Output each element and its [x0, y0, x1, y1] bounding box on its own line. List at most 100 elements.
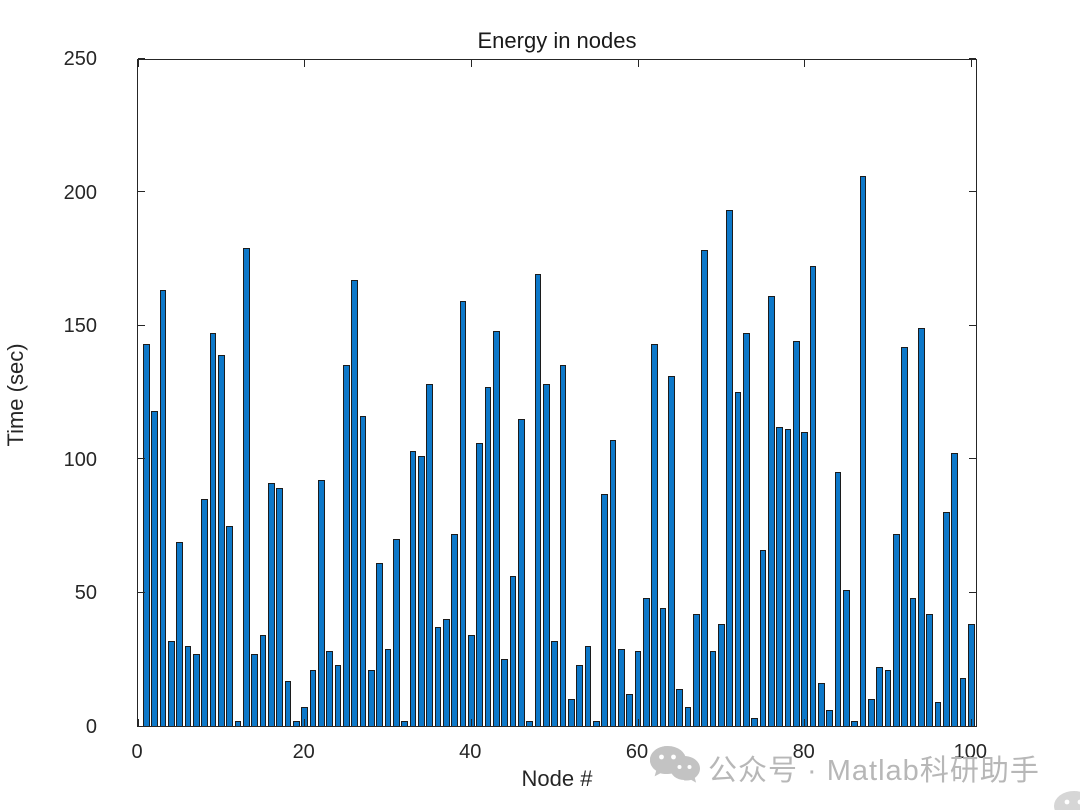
- tick-mark: [138, 57, 145, 59]
- x-tick-label-20: 20: [292, 741, 315, 763]
- bar-node-50: [551, 640, 558, 726]
- tick-mark: [970, 719, 972, 726]
- bar-node-27: [359, 416, 367, 726]
- bar-node-96: [934, 701, 942, 726]
- bar-node-42: [484, 386, 492, 726]
- bar-node-19: [293, 720, 300, 726]
- bar-node-36: [434, 627, 442, 726]
- bar-node-20: [301, 707, 308, 726]
- bar-node-54: [584, 645, 592, 726]
- bar-node-64: [668, 375, 675, 726]
- y-tick-label-250: 250: [63, 48, 97, 70]
- tick-mark: [637, 60, 639, 67]
- bar-node-11: [226, 525, 233, 726]
- x-tick-label-0: 0: [131, 741, 143, 763]
- bar-node-62: [651, 343, 658, 726]
- y-tick-label-0: 0: [85, 716, 97, 738]
- bar-node-85: [843, 589, 850, 726]
- y-axis-label: Time (sec): [3, 343, 28, 447]
- tick-mark: [969, 191, 976, 193]
- bar-node-83: [826, 709, 833, 726]
- bar-node-79: [793, 341, 800, 726]
- bar-node-45: [509, 576, 517, 726]
- bar-node-23: [326, 651, 333, 726]
- bar-node-3: [159, 290, 167, 726]
- bar-node-46: [518, 418, 525, 726]
- bar-node-26: [351, 279, 358, 726]
- bar-node-9: [209, 333, 217, 726]
- tick-mark: [138, 458, 145, 460]
- bar-node-72: [734, 392, 742, 726]
- bar-node-14: [251, 653, 258, 726]
- bar-node-49: [543, 383, 550, 726]
- bar-node-37: [443, 619, 450, 726]
- bar-node-31: [393, 538, 400, 726]
- x-tick-label-60: 60: [625, 741, 649, 763]
- bar-node-89: [876, 667, 883, 726]
- bar-node-39: [459, 301, 467, 726]
- tick-mark: [138, 591, 145, 593]
- tick-mark: [138, 725, 145, 727]
- bar-node-25: [343, 365, 350, 726]
- tick-mark: [969, 725, 976, 727]
- bar-node-93: [909, 597, 917, 726]
- bar-node-7: [193, 653, 200, 726]
- bar-node-57: [609, 440, 617, 726]
- bar-node-92: [901, 346, 908, 726]
- x-tick-label-100: 100: [953, 741, 987, 763]
- tick-mark: [304, 719, 306, 726]
- bar-node-58: [618, 648, 625, 726]
- bar-node-55: [593, 720, 600, 726]
- bar-node-63: [659, 608, 667, 726]
- tick-mark: [138, 191, 145, 193]
- tick-mark: [137, 719, 139, 726]
- tick-mark: [804, 719, 806, 726]
- tick-mark: [969, 458, 976, 460]
- tick-mark: [470, 60, 472, 67]
- bar-node-84: [834, 472, 842, 726]
- tick-mark: [969, 324, 976, 326]
- bar-node-33: [409, 450, 417, 726]
- bar-node-13: [243, 247, 250, 726]
- bar-node-51: [559, 365, 567, 726]
- bar-node-66: [684, 707, 692, 726]
- bar-node-8: [201, 498, 208, 726]
- bar-node-21: [309, 669, 317, 726]
- bar-node-67: [693, 613, 700, 726]
- bar-node-41: [476, 442, 483, 726]
- bar-node-18: [284, 680, 292, 726]
- bar-node-70: [718, 624, 725, 726]
- bar-node-28: [368, 669, 375, 726]
- bar-node-91: [893, 533, 900, 726]
- bar-node-35: [426, 383, 433, 726]
- bar-node-82: [818, 683, 825, 726]
- bar-node-90: [884, 669, 892, 726]
- bar-node-2: [151, 410, 158, 726]
- bar-node-15: [259, 635, 267, 726]
- bar-node-99: [959, 677, 967, 726]
- bar-node-16: [268, 482, 275, 726]
- bar-node-10: [218, 354, 225, 726]
- bar-node-34: [418, 456, 425, 726]
- tick-mark: [304, 60, 306, 67]
- bar-node-48: [534, 274, 542, 726]
- bar-node-77: [776, 426, 783, 726]
- x-axis-label: Node #: [521, 766, 593, 791]
- bar-node-30: [384, 648, 392, 726]
- bar-node-97: [943, 512, 950, 726]
- bar-node-74: [751, 717, 758, 726]
- bar-node-1: [143, 343, 150, 726]
- bar-node-56: [601, 493, 608, 726]
- tick-mark: [470, 719, 472, 726]
- tick-mark: [137, 60, 139, 67]
- bar-node-12: [234, 720, 242, 726]
- bar-node-75: [759, 549, 767, 726]
- bar-node-80: [801, 432, 808, 726]
- bar-node-17: [276, 488, 283, 726]
- tick-mark: [970, 60, 972, 67]
- bar-node-73: [743, 333, 750, 726]
- plot-area: [137, 57, 977, 727]
- bar-node-44: [501, 659, 508, 726]
- watermark-fragment-icon: [1044, 788, 1080, 810]
- bar-node-71: [726, 210, 733, 726]
